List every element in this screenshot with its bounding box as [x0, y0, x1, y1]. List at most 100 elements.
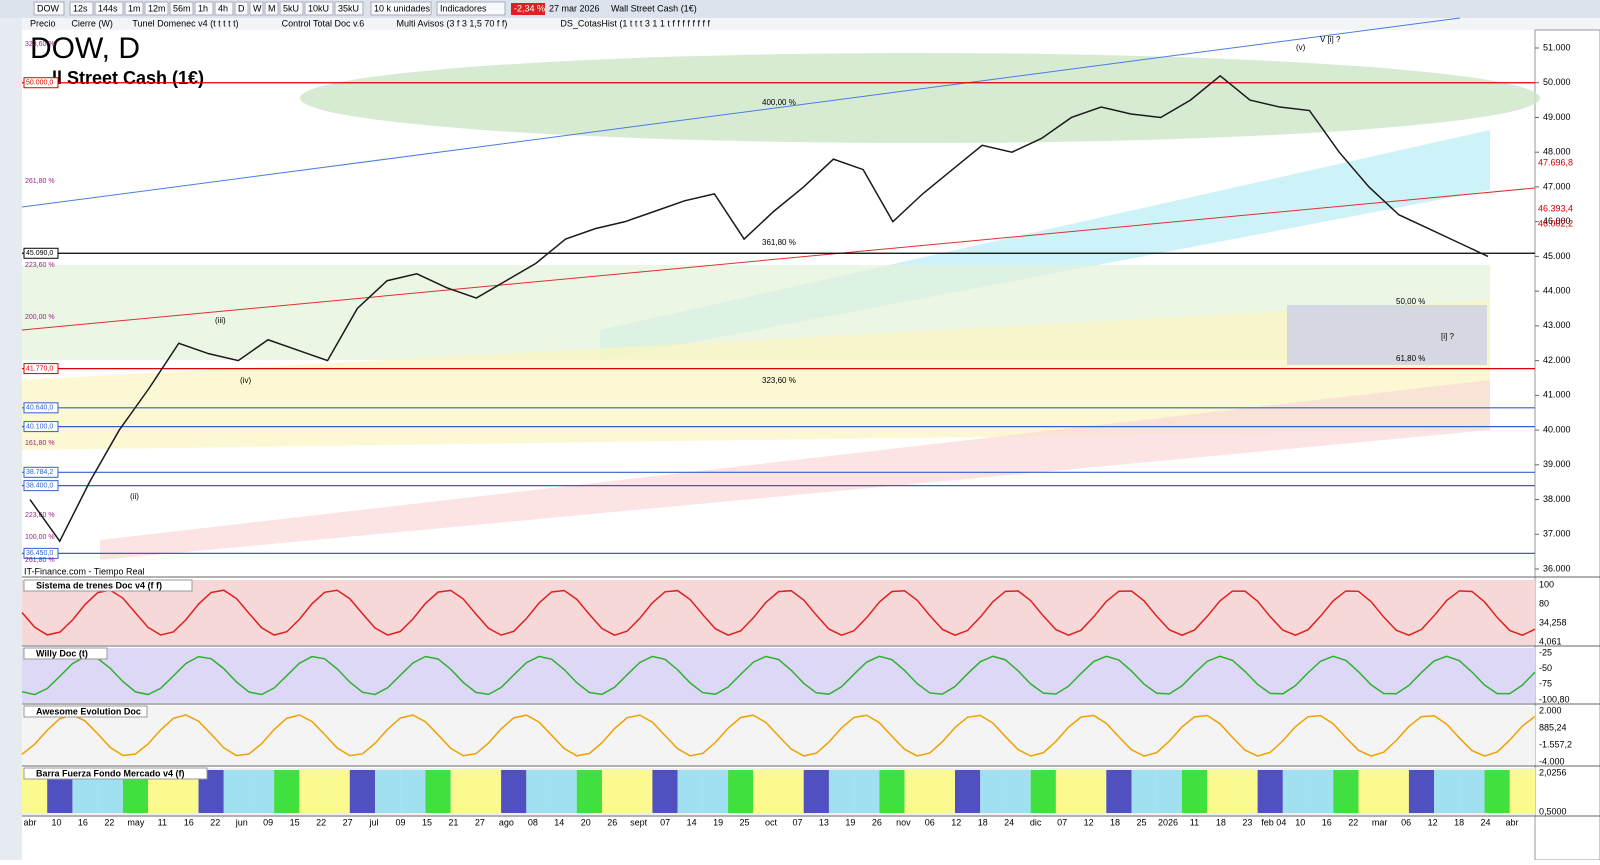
panel-title: Willy Doc (t) [36, 648, 88, 658]
indicators[interactable]: Indicadores [440, 3, 487, 13]
timeframe[interactable]: 56m [173, 3, 191, 13]
panel-title-bg [23, 767, 208, 780]
timeframe[interactable]: 1h [198, 3, 208, 13]
date: 27 mar 2026 [549, 3, 600, 13]
timeframe[interactable]: 5kU [283, 3, 299, 13]
strength-bar [349, 770, 376, 813]
strength-bar [400, 770, 426, 813]
timeframe[interactable]: 12s [73, 3, 88, 13]
strength-bar [501, 770, 527, 813]
price-axis [1534, 29, 1600, 861]
studies-bar [0, 18, 1600, 30]
panel-title-bg [23, 579, 193, 592]
date-label: nov [896, 817, 911, 827]
date-label: 10 [1295, 817, 1305, 827]
right-label: 46.002,2 [1538, 218, 1573, 228]
panel-axis-label: 2.000 [1539, 705, 1562, 715]
panel-axis-label: 100 [1539, 579, 1554, 589]
panel-axis-label: -100,80 [1539, 694, 1570, 704]
timeframe-bg [144, 1, 169, 16]
annotation: (iii) [215, 316, 226, 325]
pct-label: 200,00 % [25, 314, 55, 321]
strength-bar [1257, 770, 1283, 813]
date-label: 16 [78, 817, 88, 827]
date-label: 23 [1242, 817, 1252, 827]
price-tick-label: 50.000 [1543, 77, 1571, 87]
symbol-bg [33, 1, 65, 16]
price-line [29, 74, 1489, 543]
pct-label: 223,60 % [25, 512, 55, 519]
date-label: 22 [1348, 817, 1358, 827]
strength-bar [1156, 770, 1182, 813]
timeframe[interactable]: 35kU [338, 3, 359, 13]
chart-subtitle: ll Street Cash (1€) [52, 68, 204, 88]
strength-bar [425, 770, 451, 813]
indicator-line [21, 714, 1536, 757]
price-tick-label: 42.000 [1543, 355, 1571, 365]
date-label: 09 [395, 817, 405, 827]
study[interactable]: DS_CotasHist (1 t t t 3 1 1 t f f f f f … [560, 18, 710, 28]
timeframe[interactable]: 4h [218, 3, 228, 13]
annotation: (v) [1296, 43, 1306, 52]
source: IT-Finance.com - Tiempo Real [24, 566, 145, 576]
timeframe[interactable]: 12m [148, 3, 166, 13]
level-tag [23, 247, 59, 259]
price-tick-label: 47.000 [1543, 181, 1571, 191]
strength-bar [828, 770, 855, 813]
date-label: jul [369, 817, 379, 827]
strength-bar [753, 770, 779, 813]
study[interactable]: Tunel Domenec v4 (t t t t t) [132, 18, 238, 28]
units-bg [370, 1, 432, 16]
strength-bar [1408, 770, 1435, 813]
date-label: 12 [1428, 817, 1438, 827]
date-label: 11 [158, 817, 167, 827]
annotation: 400,00 % [762, 98, 796, 107]
date-label: jun [235, 817, 248, 827]
date-label: 16 [1322, 817, 1332, 827]
strength-bar [1484, 770, 1510, 813]
timeframe[interactable]: 10kU [308, 3, 329, 13]
timeframe-bg [94, 1, 124, 16]
study[interactable]: Cierre (W) [71, 18, 113, 28]
timeframe[interactable]: W [253, 3, 262, 13]
level-label: 50.000,0 [26, 80, 53, 87]
strength-bar [627, 770, 653, 813]
price-tick-label: 36.000 [1543, 563, 1571, 573]
timeframe-bg [194, 1, 214, 16]
annotation: (iv) [240, 376, 251, 385]
strength-bar [1005, 770, 1031, 813]
panel-title-bg [23, 647, 108, 660]
pct-label: 223,60 % [25, 262, 55, 269]
date-label: 18 [1454, 817, 1464, 827]
symbol[interactable]: DOW [37, 3, 60, 13]
zone [22, 300, 1490, 450]
strength-bar [803, 770, 829, 813]
strength-bar [652, 770, 678, 813]
indicator-line [21, 589, 1536, 637]
study[interactable]: Control Total Doc v.6 [282, 18, 365, 28]
price-tick-label: 44.000 [1543, 286, 1571, 296]
panel-axis-label: -50 [1539, 663, 1552, 673]
timeframe[interactable]: M [268, 3, 276, 13]
trend-line [21, 17, 1461, 208]
date-label: 21 [448, 817, 458, 827]
timeframe-bg [304, 1, 334, 16]
date-label: 18 [978, 817, 988, 827]
level-label: 38.400,0 [26, 482, 53, 489]
strength-bar [904, 770, 930, 813]
strength-bar [1106, 770, 1132, 813]
study[interactable]: Precio [30, 18, 56, 28]
timeframe[interactable]: D [238, 3, 245, 13]
study[interactable]: Multi Avisos (3 f 3 1,5 70 f f) [397, 18, 508, 28]
level-tag [23, 77, 59, 89]
units[interactable]: 10 k unidades [374, 3, 431, 13]
pct-label: 323,60 % [25, 41, 55, 48]
price-tick-label: 40.000 [1543, 424, 1571, 434]
price-tick-label: 48.000 [1543, 147, 1571, 157]
price-tick-label: 39.000 [1543, 459, 1571, 469]
price-tick-label: 46.000 [1543, 216, 1571, 226]
timeframe[interactable]: 1m [128, 3, 141, 13]
timeframe[interactable]: 144s [98, 3, 118, 13]
right-label: 46.393,4 [1538, 203, 1573, 213]
strength-bar [1282, 770, 1309, 813]
